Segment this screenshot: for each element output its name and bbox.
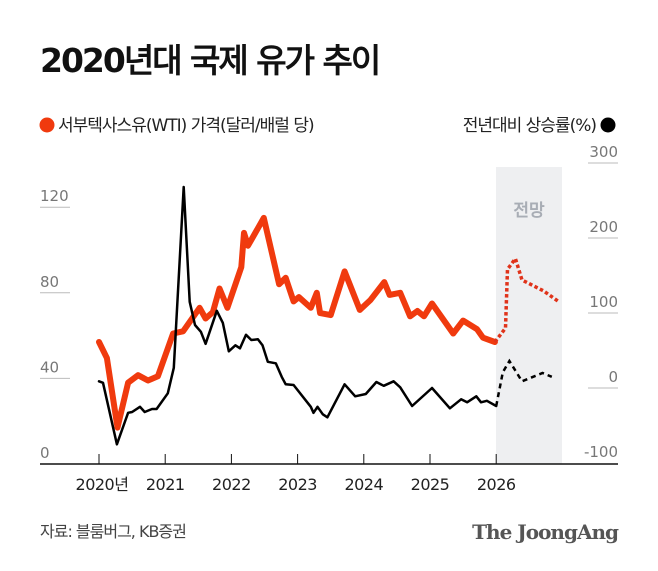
x-tick-label: 2020년: [76, 475, 129, 494]
right-tick-label: 100: [589, 293, 618, 311]
growth-rate-forecast-line: [494, 358, 553, 407]
legend-growth-label: 전년대비 상승률(%): [463, 116, 597, 136]
legend-oil: 서부텍사스유(WTI) 가격(달러/배럴 당): [39, 116, 315, 136]
forecast-label: 전망: [513, 201, 545, 221]
left-tick-label: 0: [40, 444, 50, 462]
left-tick-label: 80: [40, 273, 59, 291]
right-tick-label: 200: [589, 218, 618, 236]
left-tick-label: 40: [40, 358, 59, 376]
x-tick-label: 2026: [477, 475, 516, 494]
growth-rate-line: [97, 185, 498, 446]
x-tick-label: 2022: [212, 475, 251, 494]
x-tick-label: 2023: [278, 475, 317, 494]
legend-growth: 전년대비 상승률(%): [463, 116, 616, 136]
chart-title: 2020년대 국제 유가 추이: [40, 41, 379, 80]
legend-oil-label: 서부텍사스유(WTI) 가격(달러/배럴 당): [58, 116, 314, 136]
legend-growth-marker: [600, 117, 616, 133]
right-tick-label: -100: [584, 443, 618, 461]
publisher-logo: The JoongAng: [472, 520, 619, 544]
right-tick-label: 300: [589, 143, 618, 161]
oil-price-line: [96, 214, 498, 431]
x-tick-label: 2024: [344, 475, 383, 494]
source-text: 자료: 블룸버그, KB증권: [40, 522, 186, 541]
x-tick-label: 2025: [411, 475, 450, 494]
right-tick-label: 0: [608, 368, 618, 386]
x-tick-label: 2021: [146, 475, 185, 494]
legend-oil-marker: [39, 117, 55, 133]
left-tick-label: 120: [40, 187, 69, 205]
